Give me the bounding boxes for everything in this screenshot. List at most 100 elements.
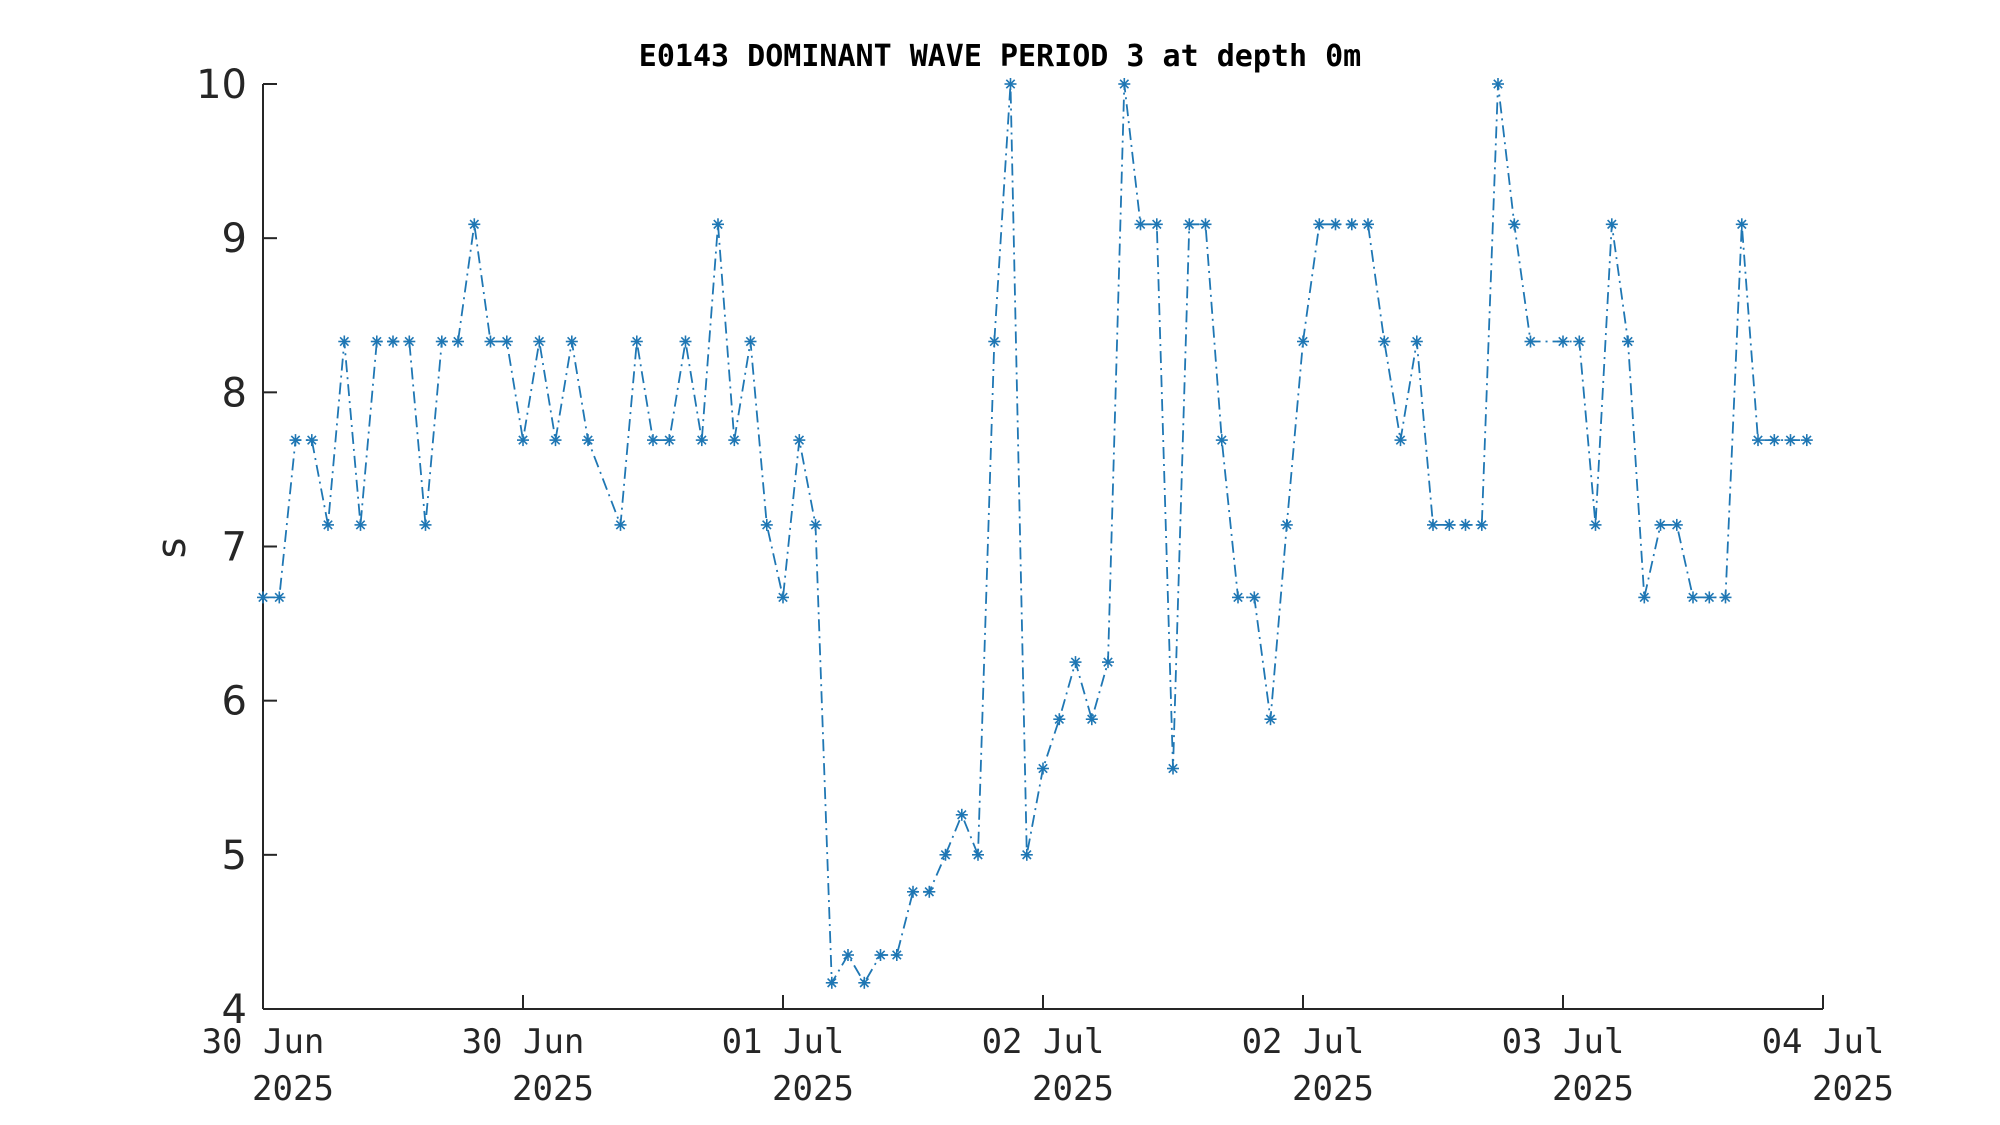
x-tick-label: 30 Jun <box>202 1022 325 1062</box>
data-point <box>354 518 367 531</box>
data-point <box>1573 335 1586 348</box>
data-point <box>1508 218 1521 231</box>
data-point <box>1378 335 1391 348</box>
y-tick-label: 6 <box>222 679 247 725</box>
data-point <box>500 335 513 348</box>
data-point <box>1492 78 1504 90</box>
data-point <box>1069 656 1082 669</box>
data-point <box>858 976 871 989</box>
data-point <box>1719 591 1732 604</box>
data-point <box>630 335 643 348</box>
data-point <box>1654 518 1667 531</box>
data-point <box>1752 434 1764 447</box>
data-point <box>403 335 416 348</box>
data-point <box>1524 335 1537 348</box>
data-point <box>1589 518 1602 531</box>
data-point <box>305 434 318 447</box>
data-point <box>1329 218 1342 231</box>
data-point <box>1280 518 1293 531</box>
data-point <box>1020 848 1033 861</box>
data-point <box>1768 434 1781 447</box>
series-line <box>263 83 1807 986</box>
data-point <box>1443 518 1456 531</box>
y-tick-label: 5 <box>222 833 247 879</box>
data-point <box>744 335 757 348</box>
y-tick-label: 10 <box>196 62 247 108</box>
data-point <box>777 591 789 604</box>
data-point <box>728 434 741 447</box>
data-point <box>1313 218 1326 231</box>
data-point <box>1362 218 1374 231</box>
data-point <box>842 949 854 961</box>
data-point <box>322 518 334 531</box>
data-point <box>614 518 627 531</box>
data-point <box>565 335 578 348</box>
data-point <box>1670 518 1683 531</box>
data-point <box>1475 518 1488 531</box>
data-point <box>972 848 984 861</box>
y-tick-label: 4 <box>222 987 247 1033</box>
data-point <box>1622 335 1634 348</box>
data-point <box>647 434 659 447</box>
data-point <box>695 434 708 447</box>
y-tick-label: 7 <box>222 525 247 571</box>
data-point <box>1053 713 1066 726</box>
data-point <box>1605 218 1618 231</box>
x-tick-label: 02 Jul <box>982 1022 1105 1062</box>
x-tick-year-label: 2025 <box>1812 1069 1894 1109</box>
data-point <box>1183 218 1196 231</box>
data-point <box>1687 591 1699 604</box>
x-tick-year-label: 2025 <box>512 1069 594 1109</box>
axes <box>262 84 1823 1010</box>
data-point <box>419 518 432 531</box>
x-tick-year-label: 2025 <box>1552 1069 1634 1109</box>
chart-title: E0143 DOMINANT WAVE PERIOD 3 at depth 0m <box>639 39 1361 74</box>
data-point <box>793 434 806 447</box>
x-tick-year-label: 2025 <box>772 1069 854 1109</box>
data-point <box>273 591 286 604</box>
x-tick-year-label: 2025 <box>252 1069 334 1109</box>
y-tick-label: 8 <box>222 370 247 416</box>
data-point <box>1345 218 1358 231</box>
data-point <box>1150 218 1163 231</box>
data-point <box>907 885 919 898</box>
x-tick-label: 03 Jul <box>1502 1022 1625 1062</box>
x-tick-label: 02 Jul <box>1242 1022 1365 1062</box>
data-point <box>257 591 269 604</box>
data-point <box>370 335 383 348</box>
data-point <box>939 848 952 861</box>
data-point <box>1118 78 1131 90</box>
data-point <box>1232 591 1244 604</box>
data-point <box>435 335 448 348</box>
data-point <box>1215 434 1228 447</box>
data-point <box>923 885 936 898</box>
y-ticks: 4 5 6 7 8 9 10 <box>196 62 277 1033</box>
data-point <box>1199 218 1212 231</box>
x-tick-label: 01 Jul <box>722 1022 845 1062</box>
data-point <box>1037 762 1049 775</box>
data-point <box>760 518 773 531</box>
data-point <box>809 518 822 531</box>
data-point <box>1085 713 1098 726</box>
x-tick-label: 30 Jun <box>462 1022 585 1062</box>
data-point <box>890 949 903 961</box>
data-point <box>1703 591 1716 604</box>
data-point <box>955 808 968 821</box>
data-point <box>1427 518 1439 531</box>
data-point <box>1557 335 1569 348</box>
data-point <box>289 434 302 447</box>
data-point <box>988 335 1001 348</box>
data-point <box>1410 335 1423 348</box>
data-point <box>1167 762 1179 775</box>
data-point <box>1800 434 1813 447</box>
data-point <box>1735 218 1748 231</box>
data-point <box>1248 591 1261 604</box>
data-point <box>468 218 481 231</box>
data-point <box>712 218 724 231</box>
data-point <box>1264 713 1277 726</box>
x-tick-label: 04 Jul <box>1762 1022 1885 1062</box>
data-point <box>387 335 399 348</box>
y-tick-label: 9 <box>222 216 247 262</box>
